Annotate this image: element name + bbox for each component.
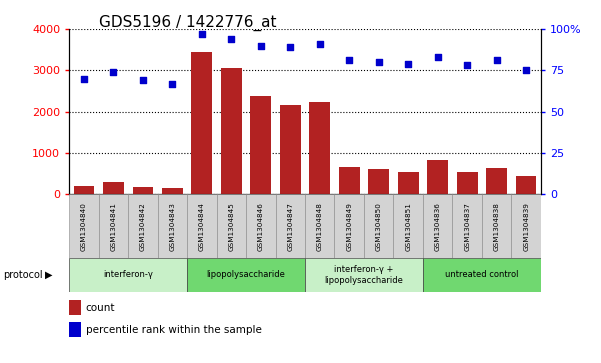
Bar [69,258,187,292]
Bar [162,188,183,194]
Text: GSM1304846: GSM1304846 [258,202,264,251]
Bar [423,194,453,258]
Bar [457,172,478,194]
Bar [310,102,330,194]
Point [374,59,383,65]
Text: untreated control: untreated control [445,270,519,280]
Text: GSM1304838: GSM1304838 [493,202,499,251]
Text: GSM1304849: GSM1304849 [346,202,352,251]
Bar [364,194,394,258]
Bar [69,322,81,337]
Text: GDS5196 / 1422776_at: GDS5196 / 1422776_at [99,15,276,31]
Point [315,41,325,47]
Text: GSM1304839: GSM1304839 [523,202,529,251]
Bar [305,258,423,292]
Point [168,81,177,86]
Bar [73,186,94,194]
Text: GSM1304842: GSM1304842 [140,202,146,251]
Bar [221,68,242,194]
Text: interferon-γ +
lipopolysaccharide: interferon-γ + lipopolysaccharide [325,265,403,285]
Bar [280,105,300,194]
Bar [216,194,246,258]
Bar [305,194,335,258]
Bar [486,168,507,194]
Bar [103,182,124,194]
Text: GSM1304836: GSM1304836 [435,202,441,251]
Text: percentile rank within the sample: percentile rank within the sample [85,325,261,335]
Text: protocol: protocol [3,270,43,280]
Bar [482,194,511,258]
Point [433,54,442,60]
Text: lipopolysaccharide: lipopolysaccharide [207,270,285,280]
Bar [335,194,364,258]
Bar [192,52,212,194]
Text: ▶: ▶ [45,270,52,280]
Text: GSM1304843: GSM1304843 [169,202,175,251]
Text: interferon-γ: interferon-γ [103,270,153,280]
Point [79,76,89,81]
Bar [157,194,187,258]
Point [256,42,266,48]
Text: GSM1304841: GSM1304841 [111,202,117,251]
Point [285,44,295,50]
Point [521,68,531,73]
Point [492,57,501,63]
Bar [128,194,157,258]
Text: GSM1304840: GSM1304840 [81,202,87,251]
Text: GSM1304848: GSM1304848 [317,202,323,251]
Bar [99,194,128,258]
Text: GSM1304851: GSM1304851 [405,202,411,251]
Bar [187,194,216,258]
Text: count: count [85,303,115,313]
Bar [453,194,482,258]
Bar [132,187,153,194]
Bar [69,300,81,315]
Bar [275,194,305,258]
Point [344,57,354,63]
Bar [516,176,537,194]
Bar [398,172,418,194]
Bar [511,194,541,258]
Point [109,69,118,75]
Bar [69,194,99,258]
Text: GSM1304847: GSM1304847 [287,202,293,251]
Text: GSM1304845: GSM1304845 [228,202,234,251]
Text: GSM1304844: GSM1304844 [199,202,205,251]
Text: GSM1304837: GSM1304837 [464,202,470,251]
Bar [246,194,275,258]
Text: GSM1304850: GSM1304850 [376,202,382,251]
Bar [339,167,359,194]
Point [227,36,236,42]
Point [197,31,207,37]
Bar [187,258,305,292]
Bar [423,258,541,292]
Point [403,61,413,67]
Bar [251,96,271,194]
Point [462,62,472,68]
Bar [394,194,423,258]
Bar [368,168,389,194]
Bar [427,160,448,194]
Point [138,77,148,83]
